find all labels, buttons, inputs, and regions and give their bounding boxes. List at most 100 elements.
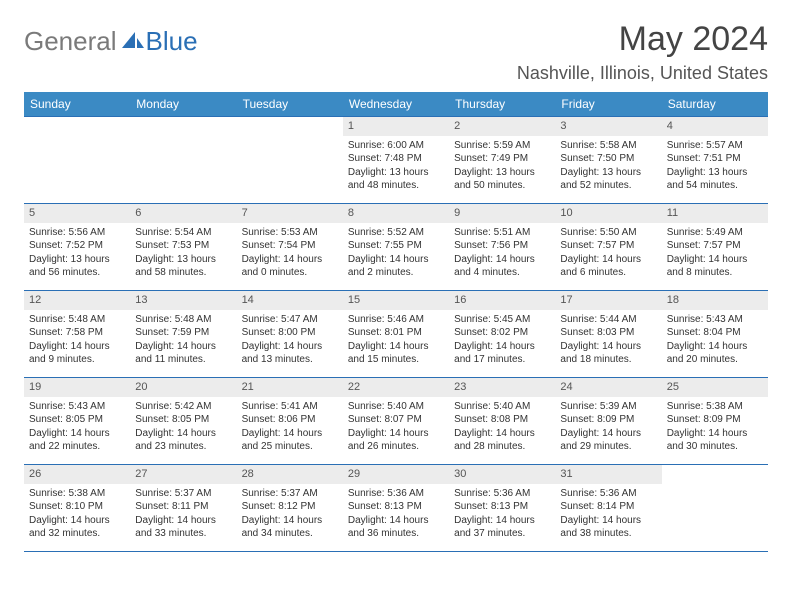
day-cell: 7Sunrise: 5:53 AMSunset: 7:54 PMDaylight… — [237, 204, 343, 290]
day-cell: 20Sunrise: 5:42 AMSunset: 8:05 PMDayligh… — [130, 378, 236, 464]
daylight-text: and 6 minutes. — [560, 266, 656, 280]
day-number: 13 — [130, 291, 236, 310]
sunrise-text: Sunrise: 5:37 AM — [135, 487, 231, 501]
sunset-text: Sunset: 8:06 PM — [242, 413, 338, 427]
day-number: 1 — [343, 117, 449, 136]
daylight-text: Daylight: 14 hours — [348, 253, 444, 267]
daylight-text: and 29 minutes. — [560, 440, 656, 454]
day-cell: 5Sunrise: 5:56 AMSunset: 7:52 PMDaylight… — [24, 204, 130, 290]
sunset-text: Sunset: 7:53 PM — [135, 239, 231, 253]
daylight-text: and 30 minutes. — [667, 440, 763, 454]
header: General Blue May 2024 Nashville, Illinoi… — [24, 20, 768, 84]
day-cell: 31Sunrise: 5:36 AMSunset: 8:14 PMDayligh… — [555, 465, 661, 551]
daylight-text: and 52 minutes. — [560, 179, 656, 193]
sunrise-text: Sunrise: 6:00 AM — [348, 139, 444, 153]
logo-text-2: Blue — [146, 26, 198, 57]
calendar: Sunday Monday Tuesday Wednesday Thursday… — [24, 92, 768, 552]
sunrise-text: Sunrise: 5:43 AM — [29, 400, 125, 414]
sunset-text: Sunset: 7:59 PM — [135, 326, 231, 340]
sunrise-text: Sunrise: 5:48 AM — [29, 313, 125, 327]
sunrise-text: Sunrise: 5:45 AM — [454, 313, 550, 327]
day-cell: 17Sunrise: 5:44 AMSunset: 8:03 PMDayligh… — [555, 291, 661, 377]
daylight-text: Daylight: 14 hours — [560, 514, 656, 528]
daylight-text: Daylight: 14 hours — [135, 427, 231, 441]
logo-text-1: General — [24, 26, 117, 57]
day-cell: 29Sunrise: 5:36 AMSunset: 8:13 PMDayligh… — [343, 465, 449, 551]
empty-cell — [237, 117, 343, 203]
sunrise-text: Sunrise: 5:57 AM — [667, 139, 763, 153]
daylight-text: and 20 minutes. — [667, 353, 763, 367]
weeks-container: 1Sunrise: 6:00 AMSunset: 7:48 PMDaylight… — [24, 116, 768, 552]
sunrise-text: Sunrise: 5:51 AM — [454, 226, 550, 240]
day-header: Thursday — [449, 92, 555, 116]
daylight-text: and 37 minutes. — [454, 527, 550, 541]
daylight-text: Daylight: 13 hours — [135, 253, 231, 267]
day-header: Wednesday — [343, 92, 449, 116]
sunrise-text: Sunrise: 5:53 AM — [242, 226, 338, 240]
day-number: 12 — [24, 291, 130, 310]
daylight-text: Daylight: 14 hours — [454, 427, 550, 441]
sunrise-text: Sunrise: 5:49 AM — [667, 226, 763, 240]
day-number: 4 — [662, 117, 768, 136]
day-cell: 25Sunrise: 5:38 AMSunset: 8:09 PMDayligh… — [662, 378, 768, 464]
daylight-text: Daylight: 14 hours — [242, 427, 338, 441]
daylight-text: and 23 minutes. — [135, 440, 231, 454]
day-cell: 12Sunrise: 5:48 AMSunset: 7:58 PMDayligh… — [24, 291, 130, 377]
empty-cell — [662, 465, 768, 551]
daylight-text: Daylight: 14 hours — [135, 514, 231, 528]
day-number: 9 — [449, 204, 555, 223]
daylight-text: Daylight: 13 hours — [29, 253, 125, 267]
daylight-text: and 11 minutes. — [135, 353, 231, 367]
day-cell: 8Sunrise: 5:52 AMSunset: 7:55 PMDaylight… — [343, 204, 449, 290]
week-row: 26Sunrise: 5:38 AMSunset: 8:10 PMDayligh… — [24, 464, 768, 551]
day-cell: 28Sunrise: 5:37 AMSunset: 8:12 PMDayligh… — [237, 465, 343, 551]
empty-cell — [24, 117, 130, 203]
day-cell: 27Sunrise: 5:37 AMSunset: 8:11 PMDayligh… — [130, 465, 236, 551]
daylight-text: Daylight: 14 hours — [348, 427, 444, 441]
daylight-text: and 8 minutes. — [667, 266, 763, 280]
sunset-text: Sunset: 7:55 PM — [348, 239, 444, 253]
day-number: 11 — [662, 204, 768, 223]
daylight-text: Daylight: 14 hours — [242, 340, 338, 354]
sunset-text: Sunset: 8:00 PM — [242, 326, 338, 340]
sunset-text: Sunset: 7:57 PM — [560, 239, 656, 253]
daylight-text: and 9 minutes. — [29, 353, 125, 367]
sunset-text: Sunset: 8:08 PM — [454, 413, 550, 427]
daylight-text: and 2 minutes. — [348, 266, 444, 280]
daylight-text: and 25 minutes. — [242, 440, 338, 454]
day-number: 6 — [130, 204, 236, 223]
day-number: 17 — [555, 291, 661, 310]
month-title: May 2024 — [517, 20, 768, 59]
daylight-text: Daylight: 14 hours — [667, 427, 763, 441]
daylight-text: Daylight: 14 hours — [560, 427, 656, 441]
day-number: 19 — [24, 378, 130, 397]
sunrise-text: Sunrise: 5:47 AM — [242, 313, 338, 327]
week-row: 5Sunrise: 5:56 AMSunset: 7:52 PMDaylight… — [24, 203, 768, 290]
sunrise-text: Sunrise: 5:36 AM — [560, 487, 656, 501]
daylight-text: and 22 minutes. — [29, 440, 125, 454]
sunset-text: Sunset: 8:12 PM — [242, 500, 338, 514]
sunset-text: Sunset: 8:05 PM — [135, 413, 231, 427]
day-cell: 1Sunrise: 6:00 AMSunset: 7:48 PMDaylight… — [343, 117, 449, 203]
day-header-row: Sunday Monday Tuesday Wednesday Thursday… — [24, 92, 768, 116]
daylight-text: and 48 minutes. — [348, 179, 444, 193]
sunset-text: Sunset: 7:51 PM — [667, 152, 763, 166]
day-header: Tuesday — [237, 92, 343, 116]
daylight-text: Daylight: 14 hours — [242, 514, 338, 528]
daylight-text: Daylight: 14 hours — [560, 253, 656, 267]
day-cell: 6Sunrise: 5:54 AMSunset: 7:53 PMDaylight… — [130, 204, 236, 290]
sunset-text: Sunset: 8:14 PM — [560, 500, 656, 514]
day-number: 7 — [237, 204, 343, 223]
day-cell: 18Sunrise: 5:43 AMSunset: 8:04 PMDayligh… — [662, 291, 768, 377]
sunset-text: Sunset: 8:13 PM — [454, 500, 550, 514]
sunrise-text: Sunrise: 5:58 AM — [560, 139, 656, 153]
daylight-text: and 50 minutes. — [454, 179, 550, 193]
day-cell: 10Sunrise: 5:50 AMSunset: 7:57 PMDayligh… — [555, 204, 661, 290]
day-cell: 24Sunrise: 5:39 AMSunset: 8:09 PMDayligh… — [555, 378, 661, 464]
day-cell: 30Sunrise: 5:36 AMSunset: 8:13 PMDayligh… — [449, 465, 555, 551]
daylight-text: and 32 minutes. — [29, 527, 125, 541]
sunrise-text: Sunrise: 5:40 AM — [454, 400, 550, 414]
title-block: May 2024 Nashville, Illinois, United Sta… — [517, 20, 768, 84]
day-number: 10 — [555, 204, 661, 223]
daylight-text: and 33 minutes. — [135, 527, 231, 541]
